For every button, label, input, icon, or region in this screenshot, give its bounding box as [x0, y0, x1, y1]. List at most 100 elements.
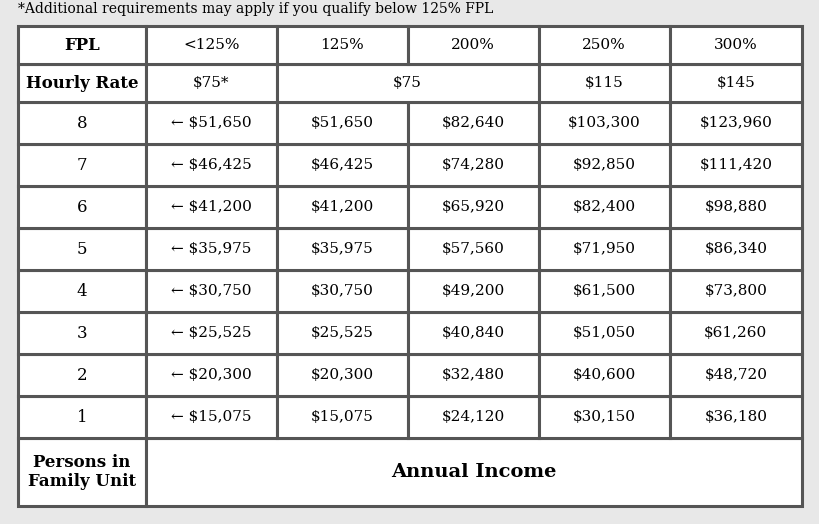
Bar [146, 438, 801, 506]
Text: $103,300: $103,300 [567, 116, 640, 130]
Bar [18, 144, 146, 186]
Text: $123,960: $123,960 [699, 116, 771, 130]
Text: FPL: FPL [64, 37, 100, 53]
Text: $40,840: $40,840 [441, 326, 504, 340]
Bar [276, 312, 407, 354]
Bar [668, 354, 801, 396]
Bar [538, 102, 668, 144]
Bar [146, 144, 276, 186]
Bar [276, 396, 407, 438]
Text: 3: 3 [76, 324, 87, 342]
Bar [146, 102, 276, 144]
Text: ← $51,650: ← $51,650 [170, 116, 251, 130]
Text: $111,420: $111,420 [699, 158, 771, 172]
Text: $48,720: $48,720 [704, 368, 767, 382]
Text: ← $30,750: ← $30,750 [171, 284, 251, 298]
Text: 7: 7 [76, 157, 87, 173]
Bar [407, 26, 538, 64]
Bar [407, 186, 538, 228]
Text: 125%: 125% [320, 38, 364, 52]
Text: $82,400: $82,400 [572, 200, 635, 214]
Bar [18, 270, 146, 312]
Text: Persons in
Family Unit: Persons in Family Unit [28, 454, 136, 490]
Text: 8: 8 [76, 115, 87, 132]
Text: $61,500: $61,500 [572, 284, 635, 298]
Text: $92,850: $92,850 [572, 158, 635, 172]
Text: ← $46,425: ← $46,425 [170, 158, 251, 172]
Text: $75: $75 [393, 76, 422, 90]
Bar [18, 228, 146, 270]
Text: $24,120: $24,120 [441, 410, 505, 424]
Bar [146, 354, 276, 396]
Text: 300%: 300% [713, 38, 757, 52]
Bar [18, 396, 146, 438]
Text: $41,200: $41,200 [310, 200, 373, 214]
Text: 1: 1 [76, 409, 87, 425]
Bar [276, 354, 407, 396]
Bar [538, 64, 668, 102]
Text: $40,600: $40,600 [572, 368, 635, 382]
Text: $30,750: $30,750 [310, 284, 373, 298]
Bar [18, 26, 146, 64]
Text: <125%: <125% [183, 38, 239, 52]
Bar [407, 102, 538, 144]
Text: ← $41,200: ← $41,200 [170, 200, 251, 214]
Bar [276, 102, 407, 144]
Bar [146, 64, 276, 102]
Bar [146, 186, 276, 228]
Bar [668, 228, 801, 270]
Text: $20,300: $20,300 [310, 368, 373, 382]
Bar [407, 270, 538, 312]
Bar [146, 228, 276, 270]
Text: 4: 4 [76, 282, 87, 300]
Bar [668, 186, 801, 228]
Bar [276, 186, 407, 228]
Bar [146, 270, 276, 312]
Bar [668, 64, 801, 102]
Text: ← $35,975: ← $35,975 [171, 242, 251, 256]
Text: $25,525: $25,525 [310, 326, 373, 340]
Text: 5: 5 [76, 241, 87, 257]
Text: ← $15,075: ← $15,075 [171, 410, 251, 424]
Bar [668, 144, 801, 186]
Bar [538, 354, 668, 396]
Text: 2: 2 [76, 366, 87, 384]
Bar [146, 26, 276, 64]
Bar [668, 396, 801, 438]
Bar [276, 64, 538, 102]
Text: $98,880: $98,880 [704, 200, 767, 214]
Bar [407, 312, 538, 354]
Bar [538, 144, 668, 186]
Text: $49,200: $49,200 [441, 284, 505, 298]
Text: $86,340: $86,340 [704, 242, 767, 256]
Bar [407, 396, 538, 438]
Text: $32,480: $32,480 [441, 368, 504, 382]
Bar [538, 228, 668, 270]
Text: ← $25,525: ← $25,525 [171, 326, 251, 340]
Bar [146, 396, 276, 438]
Text: $61,260: $61,260 [704, 326, 767, 340]
Text: $36,180: $36,180 [704, 410, 767, 424]
Text: $51,650: $51,650 [310, 116, 373, 130]
Text: $71,950: $71,950 [572, 242, 635, 256]
Text: $74,280: $74,280 [441, 158, 504, 172]
Bar [276, 26, 407, 64]
Bar [276, 228, 407, 270]
Bar [18, 102, 146, 144]
Bar [18, 354, 146, 396]
Bar [18, 312, 146, 354]
Text: $115: $115 [584, 76, 622, 90]
Text: ← $20,300: ← $20,300 [170, 368, 251, 382]
Bar [407, 228, 538, 270]
Text: $57,560: $57,560 [441, 242, 504, 256]
Bar [146, 312, 276, 354]
Bar [18, 64, 146, 102]
Text: $51,050: $51,050 [572, 326, 635, 340]
Bar [538, 270, 668, 312]
Text: $30,150: $30,150 [572, 410, 635, 424]
Text: Hourly Rate: Hourly Rate [25, 74, 138, 92]
Bar [276, 270, 407, 312]
Bar [276, 144, 407, 186]
Text: 6: 6 [76, 199, 87, 215]
Bar [407, 354, 538, 396]
